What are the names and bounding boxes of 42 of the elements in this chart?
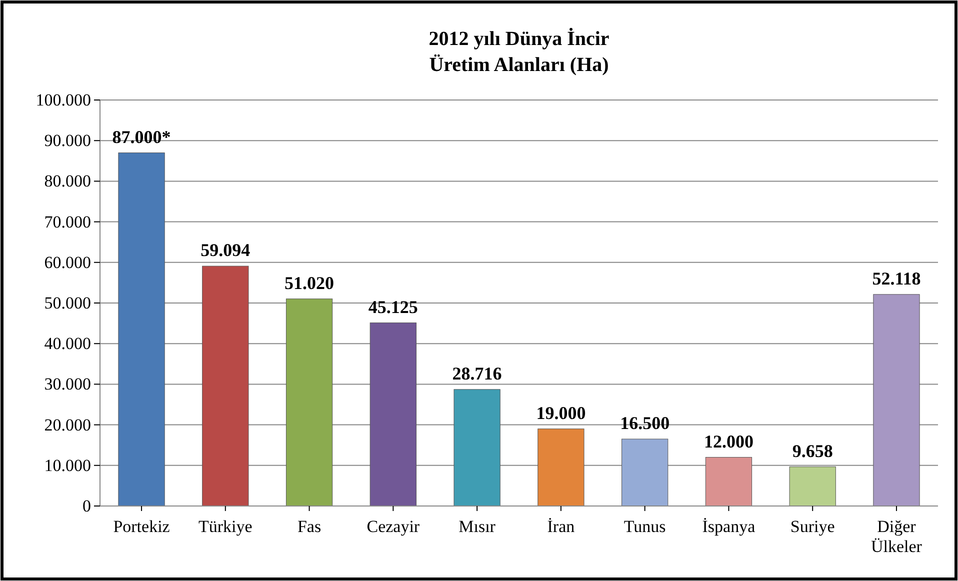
y-tick-label: 70.000 [44, 212, 91, 232]
x-tick-label: Portekiz [113, 517, 170, 536]
x-tick-label: Suriye [790, 517, 835, 536]
data-label: 9.658 [792, 440, 833, 461]
data-label: 45.125 [368, 296, 418, 317]
x-tick-label: Tunus [624, 517, 666, 536]
data-label: 87.000* [112, 126, 171, 147]
x-tick-label: İspanya [702, 517, 756, 536]
y-tick-label: 20.000 [44, 415, 91, 434]
data-label: 16.500 [620, 413, 670, 434]
data-label: 51.020 [284, 272, 334, 293]
x-tick-label: İran [547, 517, 576, 536]
y-tick-label: 30.000 [44, 374, 91, 394]
y-tick-label: 90.000 [44, 131, 91, 150]
data-label: 19.000 [536, 402, 586, 423]
bar [622, 438, 668, 506]
y-tick-label: 100.000 [36, 90, 91, 110]
bar [370, 322, 416, 506]
bar [873, 294, 920, 506]
y-tick-label: 60.000 [44, 252, 91, 272]
bar [538, 428, 584, 506]
data-label: 52.118 [872, 268, 921, 288]
x-tick-label: Cezayir [366, 517, 420, 536]
y-tick-label: 50.000 [44, 293, 91, 312]
bar [286, 298, 333, 506]
bar [202, 266, 249, 506]
bar [789, 466, 836, 506]
x-tick-label: Mısır [458, 517, 496, 536]
data-label: 12.000 [704, 431, 754, 452]
bar [118, 152, 165, 506]
data-label: 59.094 [200, 240, 250, 260]
y-tick-label: 80.000 [44, 172, 91, 191]
chart-title: 2012 yılı Dünya İncir Üretim Alanları (Ha) [428, 27, 610, 76]
y-tick-label: 10.000 [44, 456, 91, 475]
x-tick-label: Fas [297, 517, 322, 536]
data-label: 28.716 [452, 363, 502, 384]
bar [454, 389, 500, 506]
bar [705, 457, 752, 506]
y-tick-label: 40.000 [44, 334, 91, 354]
y-tick-label: 0 [82, 496, 91, 516]
x-tick-label: Türkiye [198, 517, 252, 536]
x-tick-label: Diğer Ülkeler [870, 517, 922, 556]
